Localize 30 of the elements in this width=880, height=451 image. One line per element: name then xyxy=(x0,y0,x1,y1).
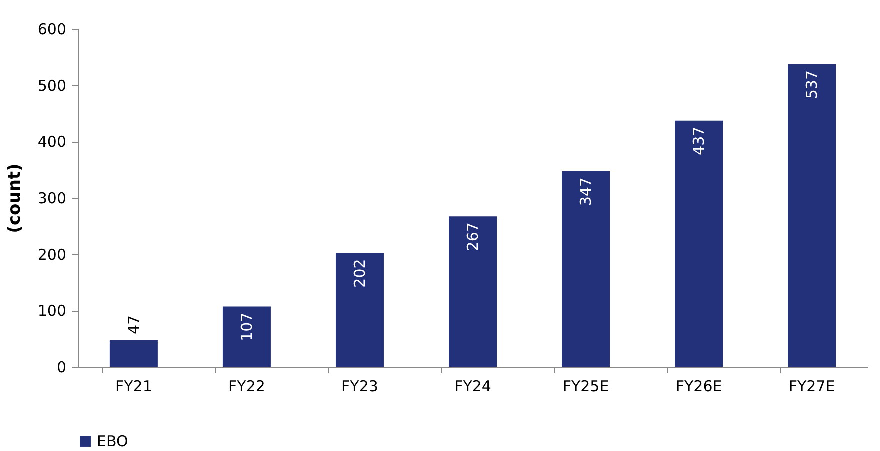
data-label: 537 xyxy=(803,70,822,100)
bar xyxy=(562,172,610,367)
x-tick-label: FY25E xyxy=(562,378,610,396)
data-label: 267 xyxy=(464,222,482,252)
x-tick-label: FY24 xyxy=(454,378,492,396)
x-tick-label: FY26E xyxy=(676,378,722,396)
x-tick-label: FY21 xyxy=(116,378,152,396)
data-label: 437 xyxy=(690,126,708,156)
bar xyxy=(222,306,271,367)
bar xyxy=(449,216,497,367)
data-label: 347 xyxy=(577,178,596,206)
y-tick-label: 300 xyxy=(38,190,66,208)
x-tick-label: FY22 xyxy=(228,378,266,396)
y-tick-label: 100 xyxy=(38,302,66,320)
x-tick-label: FY23 xyxy=(342,378,378,396)
legend-label: EBO xyxy=(97,432,128,450)
bar xyxy=(675,120,724,367)
data-label: 202 xyxy=(350,259,369,288)
bar xyxy=(336,253,384,367)
y-axis-title: (count) xyxy=(4,164,25,234)
y-tick-label: 0 xyxy=(56,358,66,376)
x-tick-label: FY27E xyxy=(788,378,836,396)
bar xyxy=(788,64,836,367)
y-tick-label: 600 xyxy=(38,20,66,38)
y-tick-label: 500 xyxy=(38,76,66,95)
data-label: 47 xyxy=(124,315,143,335)
data-label: 107 xyxy=(238,312,256,342)
y-tick-label: 200 xyxy=(38,246,66,264)
y-tick-label: 400 xyxy=(38,133,66,152)
bar xyxy=(110,340,158,367)
